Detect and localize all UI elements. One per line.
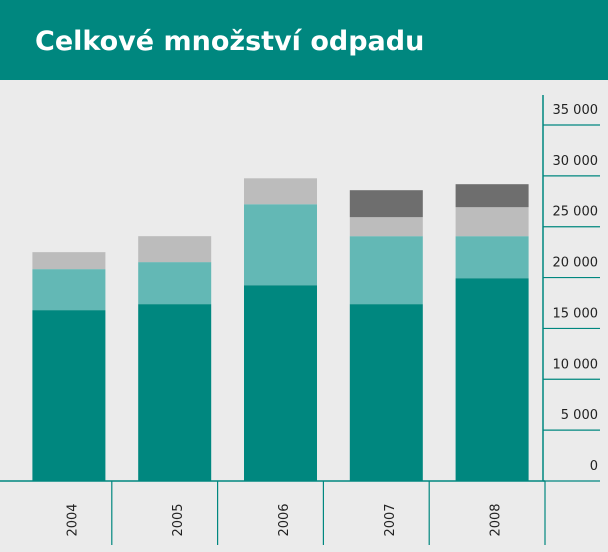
bar-segment (138, 304, 212, 481)
bar-segment (138, 262, 212, 305)
x-tick-label: 2006 (277, 503, 292, 536)
y-tick-label: 35 000 (553, 103, 599, 118)
x-tick-label: 2005 (171, 503, 186, 536)
y-tick-label: 0 (590, 459, 598, 474)
bar-segment (32, 252, 106, 270)
y-tick-label: 5 000 (561, 408, 598, 423)
bar-segment (455, 278, 529, 481)
x-tick-label: 2004 (65, 503, 80, 536)
bar-segment (244, 285, 317, 481)
bar-segment (349, 236, 423, 305)
bar-segment (455, 236, 529, 279)
y-tick-label: 10 000 (553, 357, 599, 372)
title-bar (0, 0, 608, 80)
chart-title: Celkové množství odpadu (35, 26, 424, 57)
bar-segment (32, 269, 106, 311)
y-tick-label: 20 000 (553, 256, 599, 271)
y-tick-label: 15 000 (553, 306, 599, 321)
bar-segment (32, 310, 106, 481)
bar-segment (349, 190, 423, 218)
x-tick-label: 2007 (383, 503, 398, 536)
bar-segment (244, 178, 317, 205)
x-tick-label: 2008 (489, 503, 504, 536)
bar-segment (455, 207, 529, 237)
y-tick-label: 25 000 (553, 205, 599, 220)
bar-segment (138, 236, 212, 263)
bar-segment (349, 304, 423, 481)
bar-segment (455, 184, 529, 208)
bar-segment (349, 217, 423, 237)
bar-segment (244, 204, 317, 286)
y-tick-label: 30 000 (553, 154, 599, 169)
